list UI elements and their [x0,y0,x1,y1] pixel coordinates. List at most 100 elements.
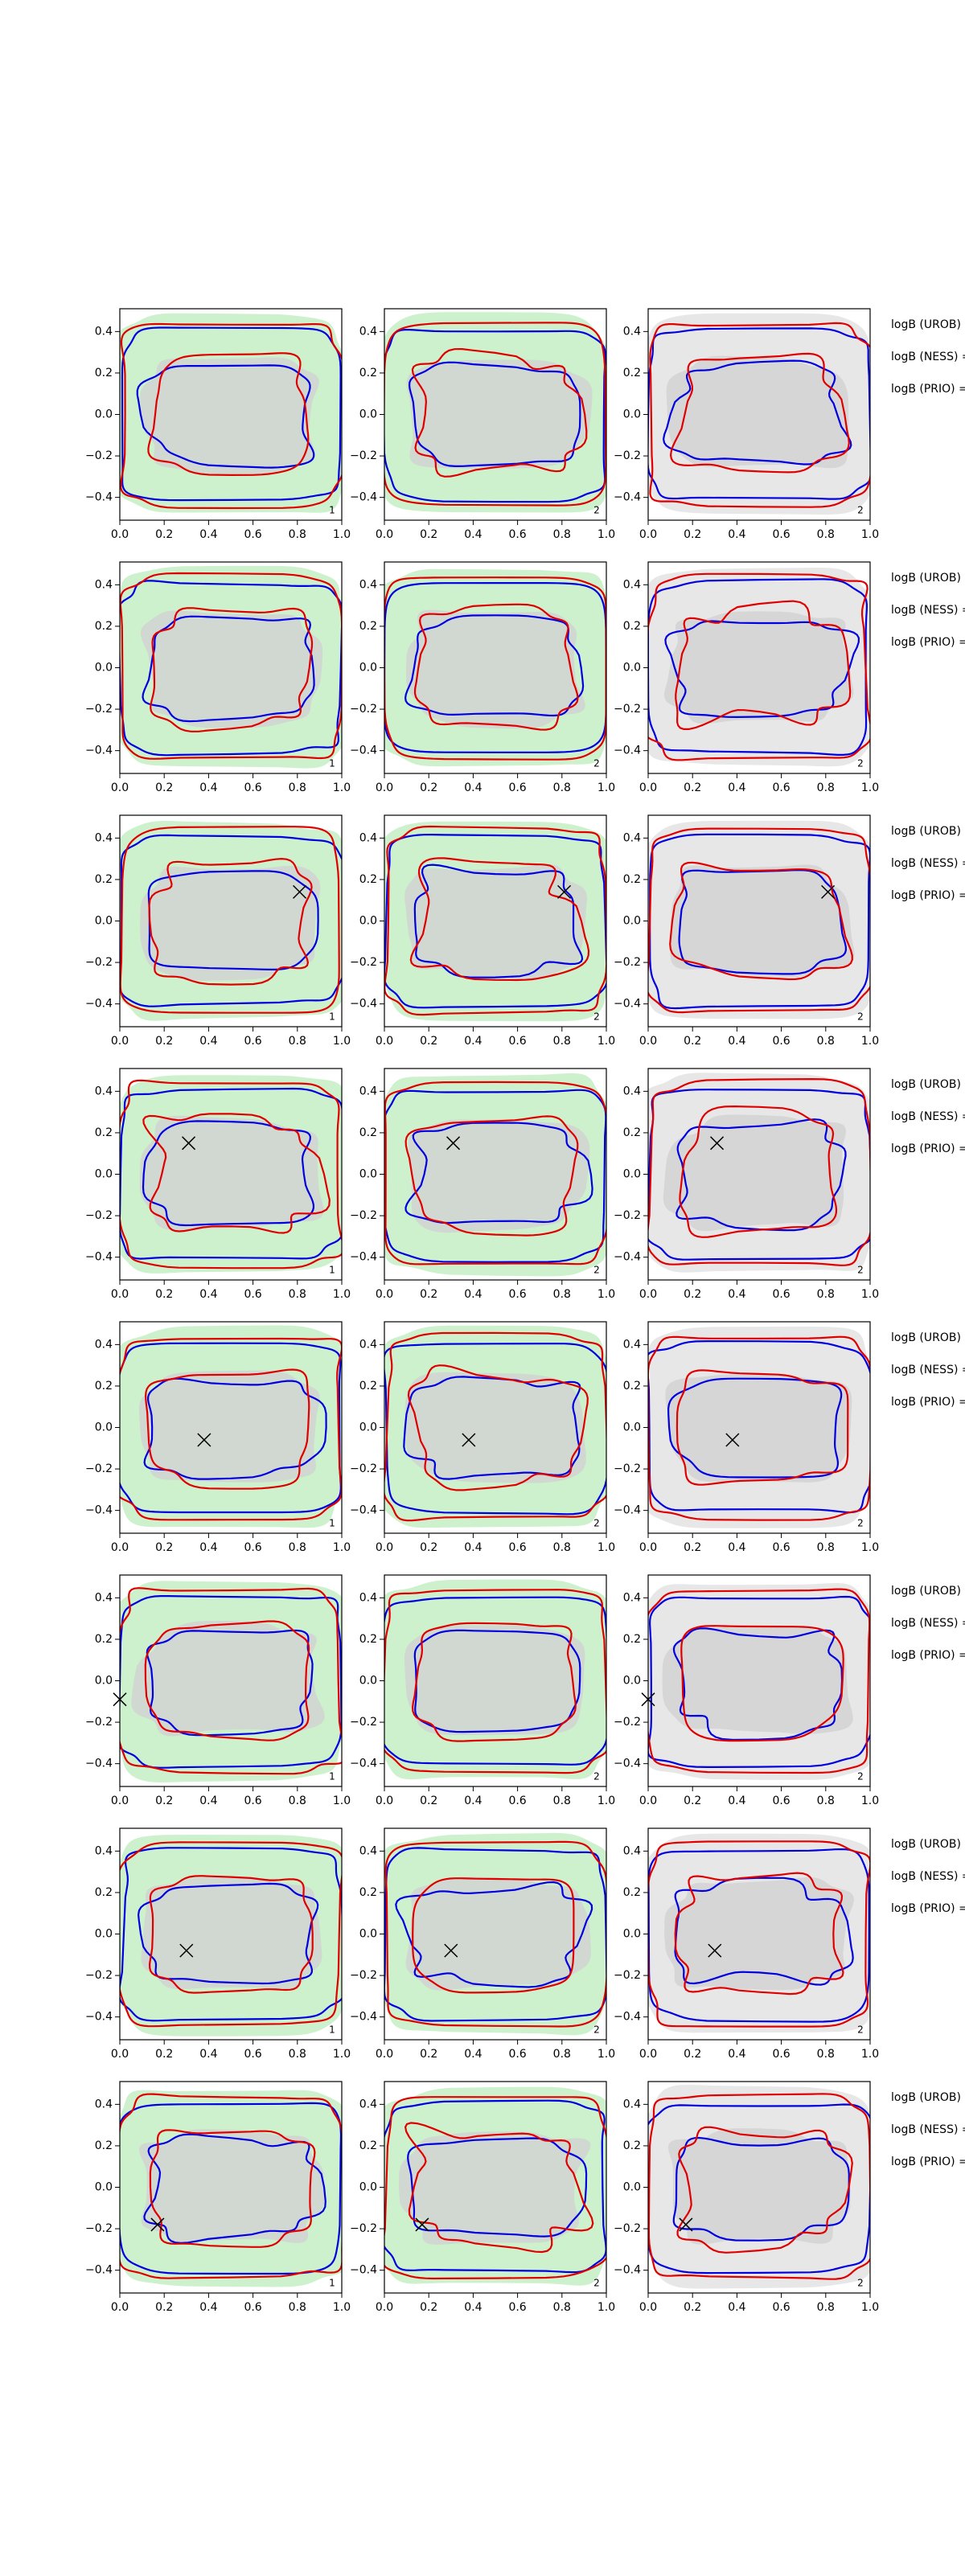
panel-label: 2 [857,1771,864,1782]
y-tick-label: 0.4 [359,325,377,338]
y-tick-label: 0.4 [95,578,113,591]
contour-red [648,572,870,761]
contour-red [669,352,850,474]
contour-blue [404,1122,593,1224]
x-tick-label: 0.0 [639,528,657,541]
y-tick-label: 0.4 [623,1338,641,1351]
marker [197,1433,211,1447]
contour-red [384,322,606,507]
contour-red [120,572,342,760]
contour-red [384,576,606,761]
side-label: logB (UROB) = [891,1331,965,1344]
x-tick-label: 0.4 [728,1541,745,1554]
panel-label: 2 [857,1518,864,1529]
y-tick-label: 0.0 [95,662,113,675]
x-tick-label: 0.6 [244,528,261,541]
panel: 0.0 0.2 0.4 0.6 0.8 1.0 −0.4 −0.2 0.0 0.2 0.4 1 [85,308,351,541]
x-tick-label: 0.6 [244,1541,261,1554]
x-tick-label: 0.2 [420,2048,437,2061]
x-tick-label: 1.0 [333,1035,351,1048]
contour-blue [667,1377,843,1479]
marker-stroke [446,1136,461,1151]
marker-stroke [113,1692,127,1707]
inner-region [663,1114,846,1232]
y-tick-label: 0.2 [95,2139,113,2152]
plot-area [384,1579,606,1780]
marker-stroke [182,1136,196,1151]
x-tick-label: 0.8 [289,781,306,794]
contour-blue [407,2137,588,2238]
x-tick-label: 0.2 [420,1795,437,1807]
panel: 0.0 0.2 0.4 0.6 0.8 1.0 −0.4 −0.2 0.0 0.2 0.4 2 [350,308,615,541]
contour-blue [413,863,584,978]
y-tick-label: 0.2 [623,1886,641,1899]
plot-area [120,1075,342,1274]
plot-area [120,821,342,1021]
x-tick-label: 0.8 [553,781,571,794]
side-label: logB (PRIO) = [891,1142,965,1155]
x-tick-label: 0.0 [639,1541,657,1554]
contour-red [144,1368,310,1490]
y-tick-label: 0.0 [359,408,377,421]
x-tick-label: 1.0 [861,1795,879,1807]
contour-red [384,1840,606,2028]
x-tick-label: 0.0 [639,781,657,794]
panel: 0.0 0.2 0.4 0.6 0.8 1.0 −0.4 −0.2 0.0 0.2 0.4 2 [350,561,615,794]
inner-region [139,2129,325,2243]
x-tick-label: 0.8 [553,528,571,541]
y-tick-label: −0.2 [85,1209,113,1222]
panel: 0.0 0.2 0.4 0.6 0.8 1.0 −0.4 −0.2 0.0 0.2 0.4 2 logB… [614,1068,965,1301]
y-tick-label: 0.4 [359,1844,377,1857]
panel-label: 1 [329,505,335,516]
contour-red [120,322,342,510]
y-tick-label: −0.2 [85,956,113,969]
panel: 0.0 0.2 0.4 0.6 0.8 1.0 −0.4 −0.2 0.0 0.2 0.4 2 logB… [614,2081,965,2314]
contour-red [384,825,606,1016]
y-tick-label: −0.4 [614,491,641,504]
y-tick-label: 0.4 [359,1591,377,1604]
x-tick-label: 0.0 [111,2048,129,2061]
x-tick-label: 0.0 [376,781,393,794]
x-tick-label: 1.0 [333,1795,351,1807]
y-tick-label: −0.2 [614,449,641,462]
y-tick-label: 0.0 [359,915,377,928]
x-tick-label: 0.6 [244,781,261,794]
side-label: logB (UROB) = [891,825,965,838]
x-tick-label: 0.8 [817,1541,835,1554]
y-tick-label: −0.2 [350,1716,377,1729]
plot-area [384,568,606,767]
y-tick-label: 0.0 [359,1675,377,1688]
x-tick-label: 1.0 [861,2048,879,2061]
y-tick-label: 0.0 [623,408,641,421]
x-tick-label: 0.8 [817,1795,835,1807]
panel-label: 1 [329,1518,335,1529]
x-tick-label: 0.4 [464,781,482,794]
y-tick-label: −0.4 [614,1758,641,1770]
inner-region [131,1621,325,1737]
inner-region [408,1119,590,1233]
contour-blue [120,1847,342,2022]
x-tick-label: 0.0 [639,2301,657,2314]
x-tick-label: 0.0 [111,1035,129,1048]
panel: 0.0 0.2 0.4 0.6 0.8 1.0 −0.4 −0.2 0.0 0.2 0.4 1 [85,1068,351,1301]
y-tick-label: 0.2 [359,873,377,886]
x-tick-label: 0.4 [464,2301,482,2314]
marker [446,1136,461,1151]
panel: 0.0 0.2 0.4 0.6 0.8 1.0 −0.4 −0.2 0.0 0.2 0.4 2 [350,1574,615,1807]
panel-label: 1 [329,1771,335,1782]
x-tick-label: 0.4 [728,528,745,541]
x-tick-label: 0.2 [155,1288,173,1301]
x-tick-label: 0.0 [376,1288,393,1301]
contour-blue [120,2102,342,2275]
side-label: logB (NESS) = [891,1110,965,1123]
plot-area [120,1835,342,2037]
side-label: logB (PRIO) = [891,889,965,902]
marker [150,2217,165,2232]
y-tick-label: −0.4 [350,1251,377,1264]
y-tick-label: −0.2 [350,1969,377,1982]
plot-area [648,1583,870,1780]
marker-stroke [415,2217,429,2232]
y-tick-label: 0.2 [623,367,641,379]
y-tick-label: 0.2 [359,1886,377,1899]
inner-region [664,1877,854,1991]
